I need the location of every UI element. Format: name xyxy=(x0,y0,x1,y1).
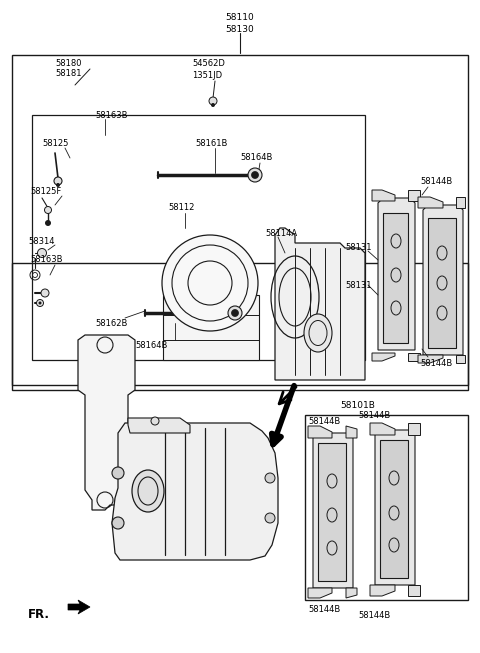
Text: 58180: 58180 xyxy=(55,59,82,67)
Circle shape xyxy=(211,103,215,107)
Bar xyxy=(12,263,468,390)
Bar xyxy=(163,295,259,360)
Bar xyxy=(12,55,468,385)
Circle shape xyxy=(56,183,60,187)
Polygon shape xyxy=(418,197,443,208)
Polygon shape xyxy=(418,355,443,363)
Text: 58144B: 58144B xyxy=(358,411,390,419)
Polygon shape xyxy=(308,588,332,598)
Polygon shape xyxy=(408,190,420,201)
Ellipse shape xyxy=(132,470,164,512)
Text: 58131: 58131 xyxy=(345,281,372,289)
Circle shape xyxy=(45,220,51,226)
Text: 58125F: 58125F xyxy=(30,187,61,195)
Polygon shape xyxy=(313,433,353,588)
Circle shape xyxy=(231,310,239,317)
Text: 58163B: 58163B xyxy=(95,110,128,119)
Polygon shape xyxy=(308,426,332,438)
Circle shape xyxy=(265,513,275,523)
Text: 58130: 58130 xyxy=(226,25,254,33)
Text: 58144B: 58144B xyxy=(420,358,452,368)
Text: 58162B: 58162B xyxy=(95,319,127,328)
Polygon shape xyxy=(428,218,456,348)
Bar xyxy=(305,415,468,600)
Polygon shape xyxy=(112,423,278,560)
Polygon shape xyxy=(456,197,465,208)
Text: 58112: 58112 xyxy=(168,204,194,212)
Polygon shape xyxy=(408,423,420,435)
Polygon shape xyxy=(370,423,395,435)
Text: 58144B: 58144B xyxy=(420,176,452,185)
Polygon shape xyxy=(378,198,415,350)
Text: 58144B: 58144B xyxy=(308,417,340,426)
Bar xyxy=(32,115,365,360)
Text: 58163B: 58163B xyxy=(30,255,62,264)
Polygon shape xyxy=(408,585,420,596)
Polygon shape xyxy=(380,440,408,578)
Text: 58164B: 58164B xyxy=(135,340,168,349)
Circle shape xyxy=(252,172,259,178)
Circle shape xyxy=(54,177,62,185)
Circle shape xyxy=(228,306,242,320)
Circle shape xyxy=(37,249,47,257)
Polygon shape xyxy=(68,600,90,614)
Text: FR.: FR. xyxy=(28,609,50,622)
Text: 58144B: 58144B xyxy=(358,611,390,620)
Polygon shape xyxy=(275,228,365,380)
Polygon shape xyxy=(423,205,463,355)
Circle shape xyxy=(112,517,124,529)
Text: 58110: 58110 xyxy=(226,12,254,22)
Circle shape xyxy=(162,235,258,331)
Circle shape xyxy=(265,473,275,483)
Text: 58114A: 58114A xyxy=(265,229,297,238)
Text: 54562D: 54562D xyxy=(192,59,225,67)
Circle shape xyxy=(209,97,217,105)
Polygon shape xyxy=(372,353,395,361)
Circle shape xyxy=(151,417,159,425)
Text: 58131: 58131 xyxy=(345,244,372,253)
Polygon shape xyxy=(128,418,190,433)
Ellipse shape xyxy=(304,314,332,352)
Text: 58181: 58181 xyxy=(55,69,82,78)
Text: 1351JD: 1351JD xyxy=(192,71,222,80)
Text: 58125: 58125 xyxy=(42,138,68,148)
Text: 58314: 58314 xyxy=(28,236,55,246)
Polygon shape xyxy=(346,426,357,438)
Circle shape xyxy=(112,467,124,479)
Text: 58164B: 58164B xyxy=(240,153,272,163)
Circle shape xyxy=(38,302,41,304)
Circle shape xyxy=(41,289,49,297)
Text: 58161B: 58161B xyxy=(195,138,228,148)
Polygon shape xyxy=(346,588,357,598)
Polygon shape xyxy=(370,585,395,596)
Polygon shape xyxy=(375,430,415,585)
Polygon shape xyxy=(372,190,395,201)
Polygon shape xyxy=(408,353,420,361)
Polygon shape xyxy=(318,443,346,581)
Circle shape xyxy=(45,206,51,214)
Circle shape xyxy=(36,300,44,306)
Text: 58144B: 58144B xyxy=(308,605,340,614)
Polygon shape xyxy=(456,355,465,363)
Polygon shape xyxy=(78,335,135,510)
Text: 58101B: 58101B xyxy=(340,400,375,409)
Polygon shape xyxy=(383,213,408,343)
Circle shape xyxy=(248,168,262,182)
